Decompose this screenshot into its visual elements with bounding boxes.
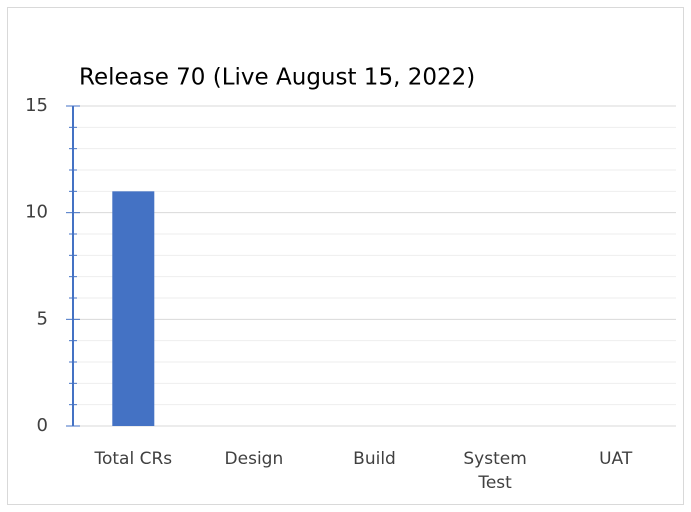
y-tick-label: 15 xyxy=(25,95,48,116)
y-tick-label: 0 xyxy=(37,415,48,436)
x-tick-label: Design xyxy=(224,449,284,469)
chart-title: Release 70 (Live August 15, 2022) xyxy=(79,65,475,91)
bar xyxy=(112,191,155,426)
y-tick-label: 10 xyxy=(25,202,48,223)
x-tick-label: UAT xyxy=(599,449,633,469)
x-tick-label: Total CRs xyxy=(94,449,173,469)
x-tick-label: Build xyxy=(353,449,396,469)
y-tick-label: 5 xyxy=(37,308,48,329)
x-tick-label: System Test xyxy=(463,449,527,493)
